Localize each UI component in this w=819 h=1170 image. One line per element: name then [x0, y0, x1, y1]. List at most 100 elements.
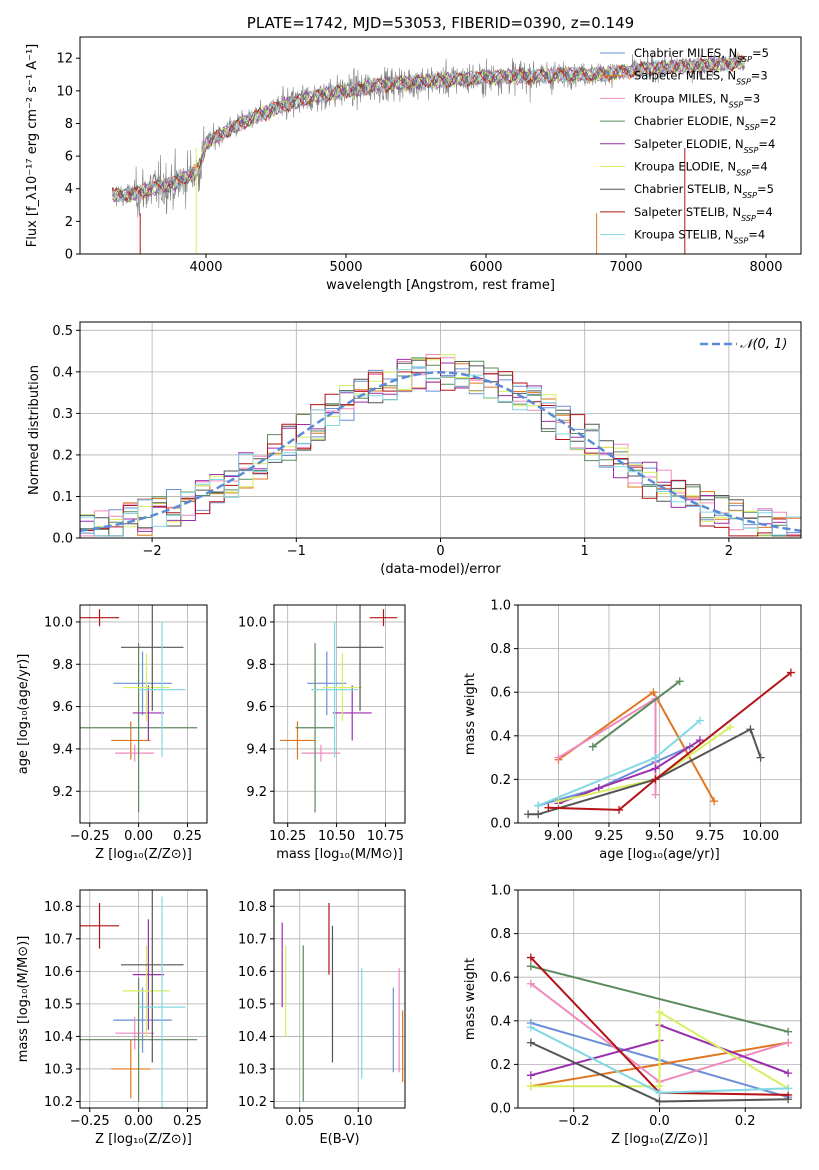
spectrum-ytick-label-3: 6 [65, 150, 73, 165]
age-vs-Z-ytick-label-4: 10.0 [44, 615, 73, 630]
weight-vs-age-marker-salpeter_miles-2 [710, 797, 719, 806]
age-vs-mass-xtick-label-2: 10.75 [367, 829, 404, 844]
mass-vs-Z-ytick-label-1: 10.3 [44, 1062, 73, 1077]
weight-vs-Z-marker-chabrier_elodie-1 [784, 1027, 793, 1036]
mass-vs-ebv-ytick-label-4: 10.6 [238, 965, 267, 980]
residuals-xtick-label-1: −1 [287, 544, 306, 559]
mass-vs-ebv-ytick-label-1: 10.3 [238, 1062, 267, 1077]
model-spectrum-kroupa_elodie [112, 56, 746, 203]
weight-vs-age-marker-salpeter_elodie-2 [651, 764, 660, 773]
model-spectrum-salpeter_stelib [111, 55, 745, 204]
mass-vs-ebv-axes [274, 890, 405, 1108]
legend-label-chabrier_elodie: Chabrier ELODIE, NSSP=2 [634, 114, 776, 132]
weight-vs-age-marker-salpeter_stelib-1 [615, 805, 624, 814]
mass-vs-Z-ytick-label-0: 10.2 [44, 1095, 73, 1110]
mass-vs-ebv-ytick-label-3: 10.5 [238, 997, 267, 1012]
weight-vs-age-marker-salpeter_stelib-3 [786, 668, 795, 677]
weight-vs-Z-xtick-label-0: −0.2 [558, 1114, 590, 1129]
weight-vs-age-marker-chabrier_elodie-1 [675, 677, 684, 686]
residuals-ytick-label-4: 0.4 [52, 365, 73, 380]
weight-vs-Z-ytick-label-2: 0.4 [490, 1014, 511, 1029]
weight-vs-Z-ytick-label-1: 0.2 [490, 1058, 511, 1073]
weight-vs-age-xlabel: age [log₁₀(age/yr)] [599, 847, 720, 862]
weight-vs-age-xtick-label-2: 9.50 [645, 829, 674, 844]
mass-vs-Z-xlabel: Z [log₁₀(Z/Z⊙)] [95, 1132, 192, 1147]
mass-vs-Z-ytick-label-5: 10.7 [44, 932, 73, 947]
weight-vs-age-marker-kroupa_miles-2 [651, 790, 660, 799]
age-vs-Z-ytick-label-2: 9.6 [52, 700, 73, 715]
residuals-ytick-label-5: 0.5 [52, 324, 73, 339]
weight-vs-age-ytick-label-4: 0.8 [490, 642, 511, 657]
mass-vs-Z-ytick-label-6: 10.8 [44, 900, 73, 915]
age-vs-mass-frame: 10.25 10.50 10.75 9.2 9.4 9.6 9.8 10.0 mass [log… [238, 604, 406, 862]
histogram-kroupa_stelib [80, 366, 801, 537]
age-vs-Z-xtick-label-2: 0.25 [173, 829, 202, 844]
mass-vs-ebv-ytick-label-6: 10.8 [238, 900, 267, 915]
gaussian-legend-label: 𝒩(0, 1) [740, 337, 787, 352]
mass-vs-Z-plot-area [80, 890, 198, 1108]
age-vs-Z-ytick-label-0: 9.2 [52, 785, 73, 800]
mass-vs-Z-xtick-label-2: 0.25 [173, 1114, 202, 1129]
age-vs-Z-plot-area [80, 605, 198, 813]
residuals-ytick-label-1: 0.1 [52, 490, 73, 505]
weight-vs-age-marker-chabrier_stelib-4 [756, 753, 765, 762]
age-vs-mass-ytick-label-4: 10.0 [238, 615, 267, 630]
weight-vs-age-line-kroupa_elodie [558, 726, 731, 803]
model-spectrum-salpeter_elodie [111, 57, 746, 203]
mass-vs-ebv-ytick-label-0: 10.2 [238, 1095, 267, 1110]
spectrum-xtick-label-0: 4000 [189, 260, 222, 275]
age-vs-Z-ytick-label-3: 9.8 [52, 658, 73, 673]
age-vs-Z-ylabel: age [log₁₀(age/yr)] [16, 654, 31, 775]
weight-vs-age-frame: 9.00 9.25 9.50 9.75 10.00 0.0 0.2 0.4 0.6 0.8 1.0 a… [463, 599, 802, 862]
weight-vs-Z-marker-kroupa_miles-0 [526, 979, 535, 988]
weight-vs-Z-plot-area [526, 953, 793, 1106]
weight-vs-Z-marker-salpeter_elodie-3 [784, 1069, 793, 1078]
weight-vs-age-ytick-label-2: 0.4 [490, 729, 511, 744]
weight-vs-Z-marker-chabrier_elodie-0 [526, 962, 535, 971]
model-spectrum-kroupa_stelib [111, 55, 746, 204]
spectrum-ytick-label-2: 4 [65, 182, 73, 197]
weight-vs-Z-ytick-label-5: 1.0 [490, 884, 511, 899]
chart-title: PLATE=1742, MJD=53053, FIBERID=0390, z=0… [247, 14, 634, 32]
legend-label-kroupa_miles: Kroupa MILES, NSSP=3 [634, 91, 760, 109]
residuals-xtick-label-0: −2 [143, 544, 162, 559]
weight-vs-age-line-chabrier_elodie [592, 680, 681, 748]
residuals-ylabel: Normed distribution [27, 365, 42, 495]
weight-vs-age-marker-salpeter_stelib-0 [544, 803, 553, 812]
residuals-xtick-label-4: 2 [725, 544, 733, 559]
histogram-salpeter_stelib [80, 357, 801, 537]
weight-vs-age-xtick-label-0: 9.00 [544, 829, 573, 844]
weight-vs-Z-marker-chabrier_stelib-1 [655, 1097, 664, 1106]
age-vs-mass-ytick-label-2: 9.6 [246, 700, 267, 715]
mass-vs-Z-ytick-label-2: 10.4 [44, 1030, 73, 1045]
spectrum-legend: Chabrier MILES, NSSP=5 Salpeter MILES, NS… [600, 46, 776, 245]
weight-vs-Z-marker-kroupa_stelib-2 [784, 1084, 793, 1093]
mass-vs-ebv-xlabel: E(B-V) [319, 1132, 359, 1147]
age-vs-mass-xlabel: mass [log₁₀(M/M⊙)] [276, 847, 403, 862]
weight-vs-age-ylabel: mass weight [463, 673, 478, 755]
spectrum-plot-area [111, 49, 746, 254]
weight-vs-age-ytick-label-1: 0.2 [490, 773, 511, 788]
weight-vs-Z-frame: −0.2 0.0 0.2 0.0 0.2 0.4 0.6 0.8 1.0 Z [log₁₀(Z/Z… [463, 884, 802, 1147]
mass-vs-Z-xtick-label-0: −0.25 [70, 1114, 110, 1129]
mass-vs-ebv-xtick-label-1: 0.10 [344, 1114, 373, 1129]
legend-label-kroupa_elodie: Kroupa ELODIE, NSSP=4 [634, 160, 768, 178]
weight-vs-age-marker-chabrier_elodie-0 [588, 742, 597, 751]
weight-vs-age-marker-kroupa_stelib-1 [651, 753, 660, 762]
weight-vs-age-line-kroupa_miles [557, 696, 657, 795]
weight-vs-age-marker-kroupa_stelib-0 [534, 801, 543, 810]
weight-vs-age-marker-kroupa_elodie-2 [726, 723, 735, 732]
residuals-xlabel: (data-model)/error [380, 562, 501, 577]
spectrum-xtick-label-1: 5000 [329, 260, 362, 275]
residuals-ytick-label-2: 0.2 [52, 448, 73, 463]
weight-vs-Z-marker-kroupa_miles-2 [784, 1038, 793, 1047]
spectrum-spines [79, 36, 802, 255]
age-vs-mass-xtick-label-0: 10.25 [269, 829, 306, 844]
mass-vs-Z-ytick-label-4: 10.6 [44, 965, 73, 980]
gaussian-curve [80, 371, 801, 532]
mass-vs-ebv-plot-area [281, 903, 404, 1102]
residuals-ytick-label-3: 0.3 [52, 407, 73, 422]
mass-vs-ebv-spines [273, 889, 406, 1109]
weight-vs-Z-marker-salpeter_stelib-0 [526, 953, 535, 962]
mass-vs-Z-xtick-label-1: 0.00 [124, 1114, 153, 1129]
